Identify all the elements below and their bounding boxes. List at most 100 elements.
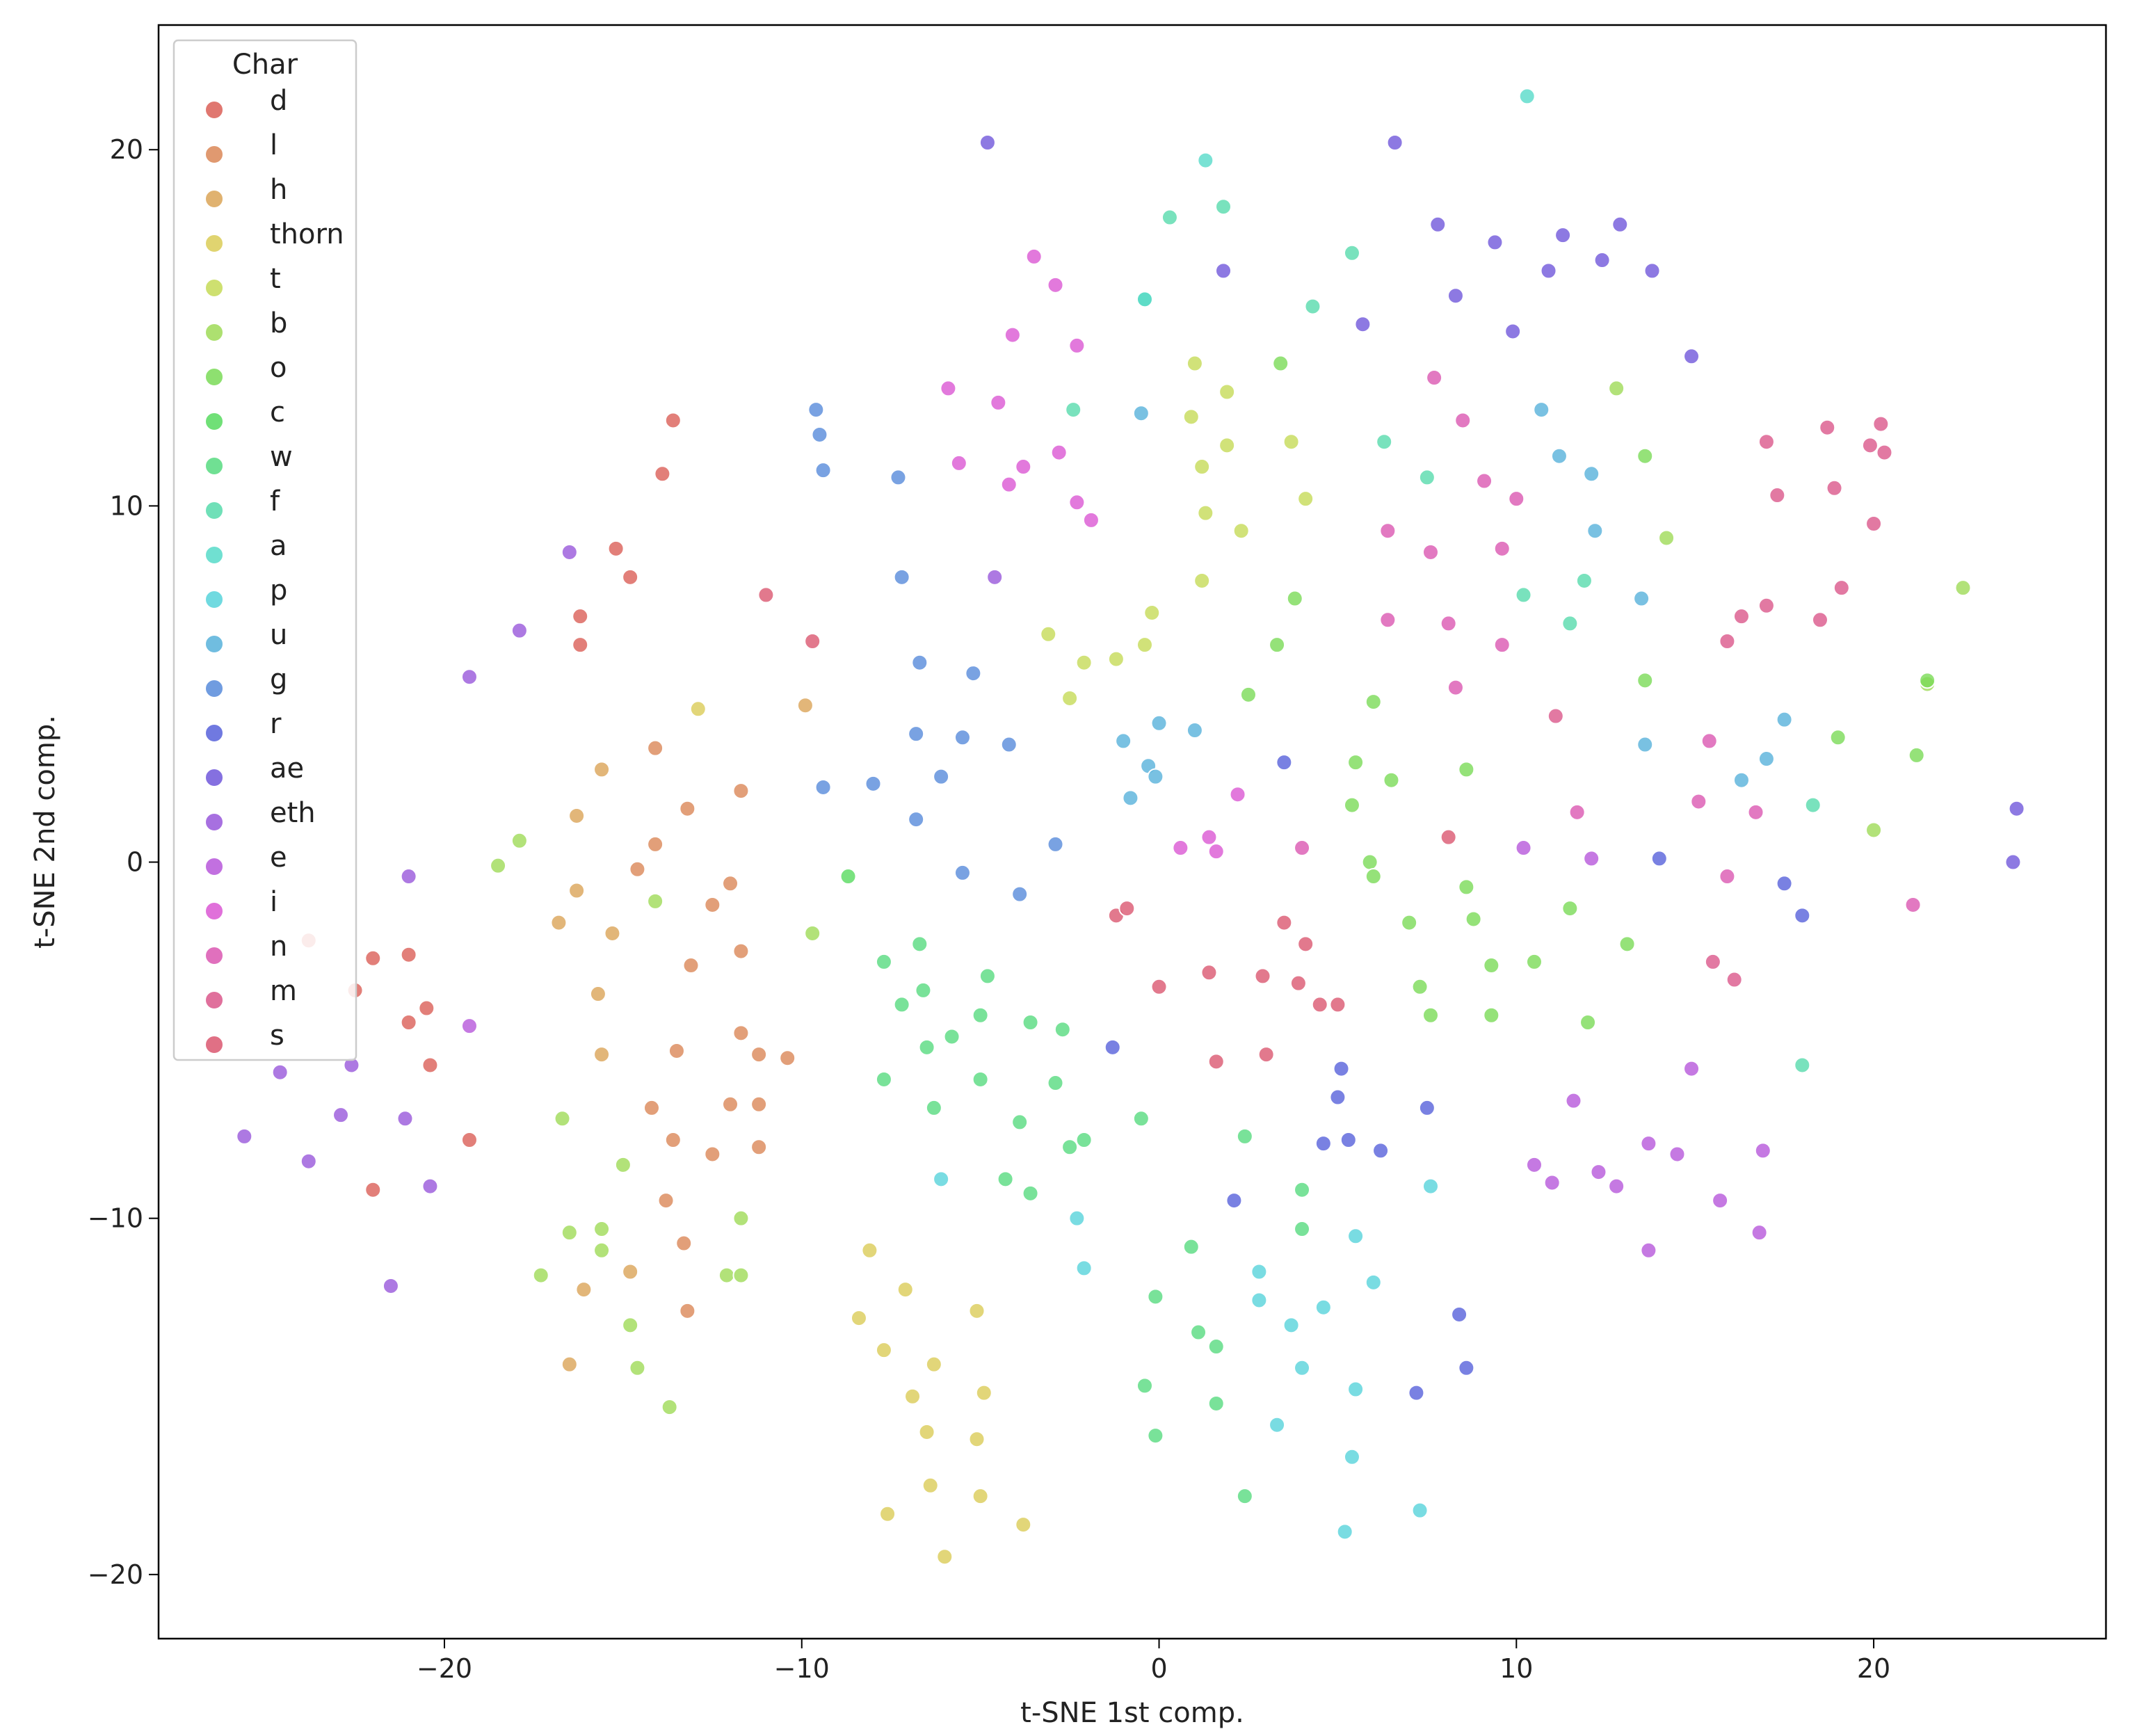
data-point-l	[750, 1046, 768, 1063]
data-point-d	[460, 1132, 478, 1149]
data-point-n	[1690, 793, 1707, 810]
data-point-g	[890, 469, 907, 486]
data-point-b	[732, 1267, 750, 1284]
data-point-eth	[421, 1178, 439, 1195]
data-point-b	[629, 1359, 646, 1376]
data-point-u	[1115, 732, 1132, 750]
data-point-t	[1297, 490, 1314, 508]
data-point-p	[1343, 1448, 1360, 1465]
data-point-e	[1565, 1092, 1582, 1109]
data-point-l	[647, 739, 664, 757]
data-point-o	[1579, 1013, 1597, 1031]
data-point-r	[1104, 1038, 1121, 1056]
data-point-d	[607, 540, 625, 557]
data-point-s	[1311, 996, 1328, 1013]
data-point-w	[1022, 1184, 1039, 1202]
data-point-l	[657, 1192, 675, 1209]
data-point-o	[1465, 910, 1482, 928]
data-point-i	[1000, 476, 1018, 493]
data-point-e	[1751, 1224, 1768, 1241]
data-point-thorn	[875, 1342, 892, 1359]
series-a	[1136, 88, 1536, 308]
series-i	[940, 248, 1246, 860]
data-point-t	[1219, 437, 1236, 454]
data-point-ae	[1683, 348, 1700, 365]
data-point-o	[1269, 636, 1286, 654]
data-point-h	[604, 924, 621, 942]
data-point-r	[1314, 1135, 1332, 1152]
data-point-o	[1483, 1006, 1500, 1024]
legend-marker-c	[204, 412, 224, 431]
series-s	[757, 586, 1457, 1070]
data-point-g	[965, 665, 982, 682]
data-point-g	[1047, 835, 1064, 853]
series-r	[1104, 754, 1811, 1401]
data-point-r	[1776, 875, 1793, 892]
data-point-w	[1075, 1132, 1093, 1149]
data-point-w	[893, 996, 910, 1013]
data-point-b	[510, 832, 528, 849]
data-point-b	[593, 1221, 611, 1238]
data-point-l	[722, 875, 739, 892]
data-point-n	[1379, 611, 1397, 629]
data-point-g	[954, 864, 971, 881]
data-point-p	[933, 1171, 950, 1188]
data-point-d	[418, 999, 435, 1017]
data-point-m	[1732, 608, 1750, 625]
data-point-eth	[396, 1110, 414, 1127]
series-b	[490, 380, 1972, 1416]
data-point-h	[589, 986, 606, 1003]
data-point-l	[675, 1235, 693, 1252]
data-point-o	[1919, 672, 1936, 689]
data-point-w	[972, 1006, 989, 1024]
legend-box	[172, 39, 357, 1061]
data-point-n	[1493, 636, 1511, 654]
data-point-ae	[2008, 800, 2025, 817]
legend-marker-w	[204, 456, 224, 476]
data-point-i	[1004, 326, 1021, 344]
data-point-e	[1754, 1142, 1771, 1159]
data-point-t	[1040, 625, 1057, 643]
data-point-i	[1172, 839, 1189, 857]
data-point-g	[911, 654, 928, 671]
data-point-thorn	[972, 1488, 989, 1505]
data-point-l	[779, 1050, 796, 1067]
data-point-w	[918, 1038, 935, 1056]
data-point-thorn	[922, 1477, 939, 1494]
data-point-b	[622, 1317, 639, 1334]
data-point-o	[1525, 953, 1543, 970]
data-point-i	[950, 454, 967, 472]
data-point-ae	[1386, 134, 1404, 152]
data-point-thorn	[689, 700, 707, 718]
data-point-o	[1401, 914, 1418, 931]
data-point-m	[1876, 444, 1893, 461]
data-point-l	[750, 1139, 768, 1156]
x-tick-label: 20	[1857, 1653, 1890, 1684]
data-point-w	[1190, 1324, 1207, 1341]
data-point-i	[1015, 458, 1032, 476]
data-point-t	[1075, 654, 1093, 671]
data-point-n	[1700, 732, 1718, 750]
data-point-ae	[1215, 262, 1232, 280]
series-o	[1239, 355, 1936, 1031]
data-point-w	[1061, 1139, 1079, 1156]
data-point-w	[1022, 1013, 1039, 1031]
data-point-f	[1161, 209, 1178, 226]
legend-label-u: u	[270, 619, 287, 651]
data-point-e	[1683, 1060, 1700, 1077]
data-point-u	[1758, 750, 1775, 768]
data-point-g	[1000, 736, 1018, 753]
legend-label-m: m	[270, 975, 297, 1007]
data-point-w	[1054, 1021, 1071, 1038]
axis-ticks: −20 −10 0 10 20 −20 −10 0 10 20	[88, 134, 1890, 1684]
data-point-o	[1458, 878, 1475, 896]
data-point-p	[1068, 1209, 1086, 1227]
data-point-i	[990, 394, 1007, 411]
data-point-t	[1186, 355, 1203, 372]
data-point-h	[568, 807, 586, 824]
series-d	[300, 412, 682, 1198]
data-point-thorn	[975, 1384, 992, 1401]
data-point-n	[1379, 522, 1397, 540]
